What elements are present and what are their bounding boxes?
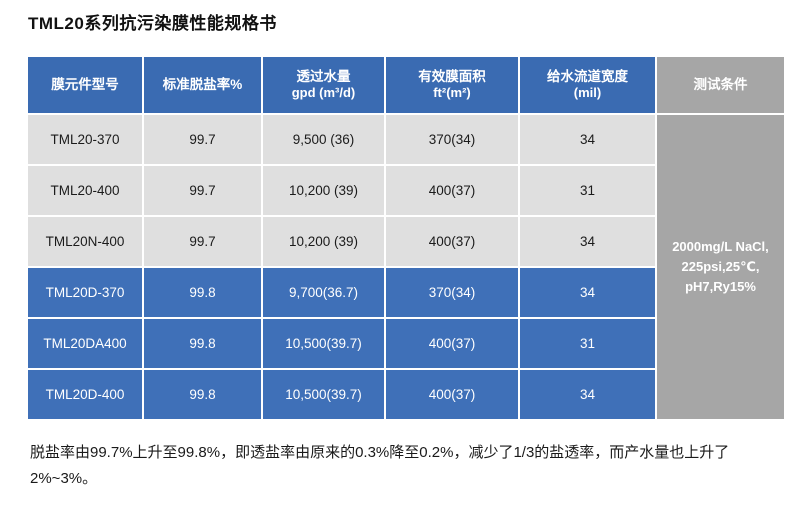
cell-area: 370(34): [386, 115, 518, 164]
cell-model: TML20DA400: [28, 319, 142, 368]
cell-flow: 9,700(36.7): [263, 268, 384, 317]
col-header-label: 透过水量: [296, 68, 351, 84]
cell-flow: 9,500 (36): [263, 115, 384, 164]
col-header-area: 有效膜面积 ft²(m²): [386, 57, 518, 113]
page-title: TML20系列抗污染膜性能规格书: [28, 14, 277, 33]
cell-area: 370(34): [386, 268, 518, 317]
cell-channel: 34: [520, 268, 655, 317]
footer-note: 脱盐率由99.7%上升至99.8%，即透盐率由原来的0.3%降至0.2%，减少了…: [30, 444, 730, 487]
col-header-label: 有效膜面积: [418, 68, 486, 84]
cell-flow: 10,500(39.7): [263, 370, 384, 419]
cell-flow: 10,500(39.7): [263, 319, 384, 368]
cell-model: TML20D-400: [28, 370, 142, 419]
test-condition-line: pH7,Ry15%: [685, 279, 756, 295]
cell-model: TML20D-370: [28, 268, 142, 317]
col-header-model: 膜元件型号: [28, 57, 142, 113]
col-header-unit: ft²(m²): [433, 85, 471, 101]
cell-rejection: 99.7: [144, 166, 261, 215]
col-header-label: 测试条件: [693, 77, 748, 93]
cell-rejection: 99.8: [144, 268, 261, 317]
cell-rejection: 99.7: [144, 115, 261, 164]
test-conditions-cell: 2000mg/L NaCl, 225psi,25℃, pH7,Ry15%: [657, 115, 784, 419]
cell-flow: 10,200 (39): [263, 166, 384, 215]
cell-model: TML20-400: [28, 166, 142, 215]
cell-channel: 31: [520, 166, 655, 215]
col-header-rejection: 标准脱盐率%: [144, 57, 261, 113]
cell-channel: 34: [520, 217, 655, 266]
cell-model: TML20N-400: [28, 217, 142, 266]
cell-area: 400(37): [386, 319, 518, 368]
cell-flow: 10,200 (39): [263, 217, 384, 266]
cell-rejection: 99.8: [144, 370, 261, 419]
col-header-label: 膜元件型号: [51, 77, 119, 93]
cell-rejection: 99.7: [144, 217, 261, 266]
col-header-flow: 透过水量 gpd (m³/d): [263, 57, 384, 113]
col-header-label: 给水流道宽度: [547, 68, 628, 84]
cell-area: 400(37): [386, 370, 518, 419]
col-header-channel: 给水流道宽度 (mil): [520, 57, 655, 113]
cell-channel: 34: [520, 115, 655, 164]
spec-table: 膜元件型号 标准脱盐率% 透过水量 gpd (m³/d) 有效膜面积 ft²(m…: [28, 57, 784, 419]
cell-area: 400(37): [386, 217, 518, 266]
col-header-unit: (mil): [573, 85, 602, 101]
cell-model: TML20-370: [28, 115, 142, 164]
col-header-label: 标准脱盐率%: [162, 77, 243, 93]
test-condition-line: 225psi,25℃,: [681, 258, 760, 274]
test-condition-line: 2000mg/L NaCl,: [672, 238, 769, 254]
cell-rejection: 99.8: [144, 319, 261, 368]
cell-area: 400(37): [386, 166, 518, 215]
col-header-test-conditions: 测试条件: [657, 57, 784, 113]
col-header-unit: gpd (m³/d): [291, 85, 356, 101]
cell-channel: 31: [520, 319, 655, 368]
cell-channel: 34: [520, 370, 655, 419]
